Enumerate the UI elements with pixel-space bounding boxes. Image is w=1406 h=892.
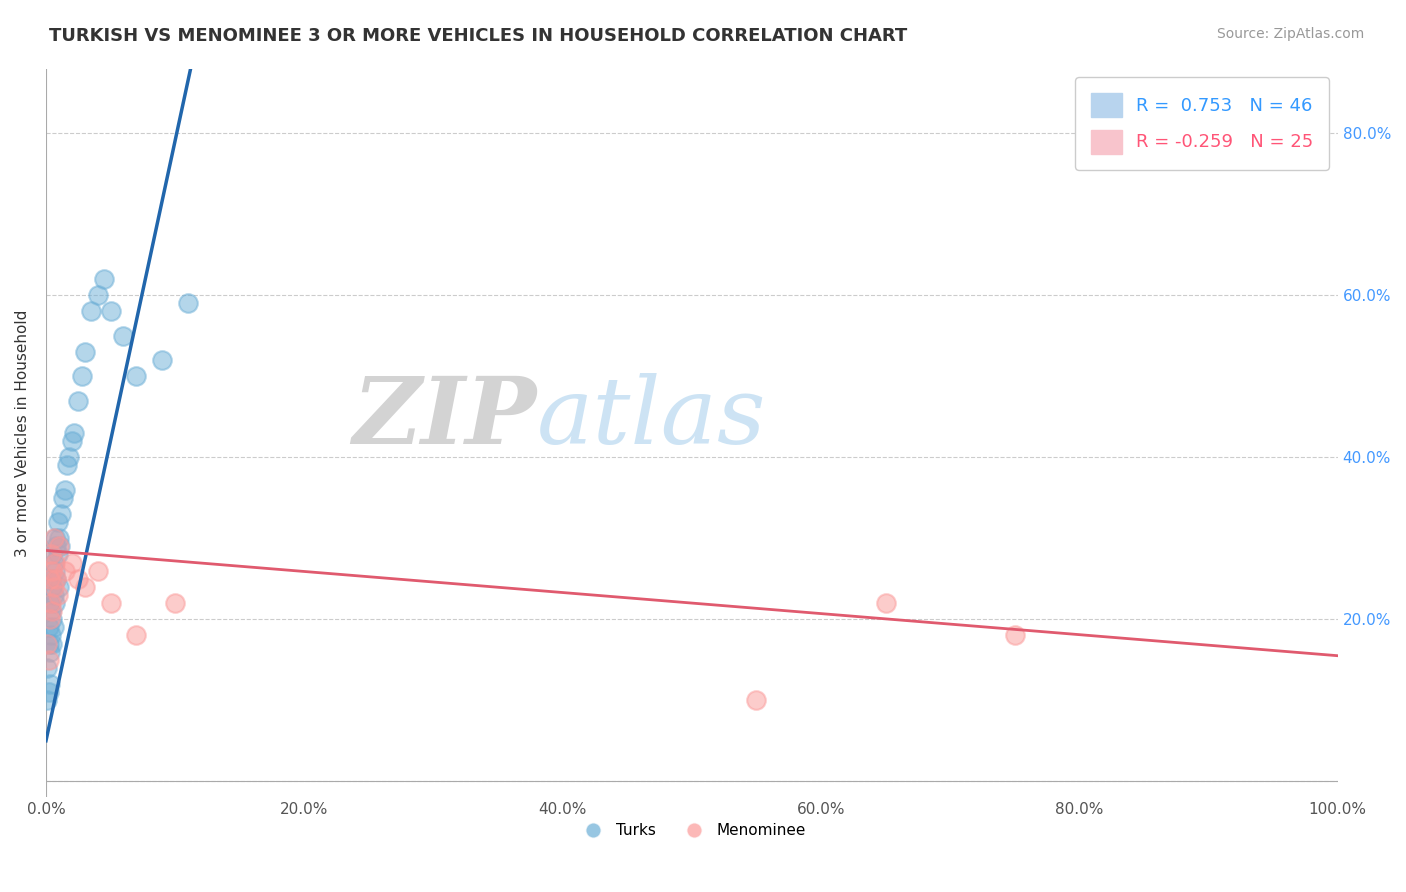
Turks xyxy=(150,353,173,368)
Menominee xyxy=(42,531,65,545)
Turks xyxy=(42,620,65,634)
Turks xyxy=(41,548,63,562)
Menominee xyxy=(41,564,63,578)
Turks xyxy=(42,588,65,602)
Turks xyxy=(80,304,103,318)
Menominee xyxy=(86,564,108,578)
Turks xyxy=(38,620,60,634)
Turks xyxy=(37,661,59,675)
Y-axis label: 3 or more Vehicles in Household: 3 or more Vehicles in Household xyxy=(15,310,30,557)
Turks xyxy=(39,604,62,618)
Turks xyxy=(73,345,96,359)
Menominee xyxy=(875,596,897,610)
Turks xyxy=(45,540,67,554)
Menominee xyxy=(39,548,62,562)
Turks xyxy=(86,288,108,302)
Turks xyxy=(48,580,70,594)
Text: Source: ZipAtlas.com: Source: ZipAtlas.com xyxy=(1216,27,1364,41)
Turks xyxy=(46,515,69,529)
Turks xyxy=(38,645,60,659)
Turks xyxy=(41,580,63,594)
Menominee xyxy=(100,596,122,610)
Menominee xyxy=(45,572,67,586)
Menominee xyxy=(48,540,70,554)
Menominee xyxy=(165,596,187,610)
Turks xyxy=(112,328,135,343)
Text: ZIP: ZIP xyxy=(353,374,537,464)
Text: TURKISH VS MENOMINEE 3 OR MORE VEHICLES IN HOUSEHOLD CORRELATION CHART: TURKISH VS MENOMINEE 3 OR MORE VEHICLES … xyxy=(49,27,907,45)
Turks xyxy=(52,491,75,505)
Turks xyxy=(39,628,62,642)
Turks xyxy=(51,507,73,521)
Turks xyxy=(100,304,122,318)
Menominee xyxy=(46,588,69,602)
Menominee xyxy=(73,580,96,594)
Turks xyxy=(55,458,77,473)
Turks xyxy=(41,636,63,650)
Menominee xyxy=(44,556,66,570)
Menominee xyxy=(38,572,60,586)
Turks xyxy=(45,572,67,586)
Legend: Turks, Menominee: Turks, Menominee xyxy=(571,817,813,845)
Menominee xyxy=(125,628,148,642)
Menominee xyxy=(53,564,76,578)
Turks xyxy=(41,612,63,626)
Turks xyxy=(63,425,86,440)
Menominee xyxy=(41,604,63,618)
Turks xyxy=(44,564,66,578)
Turks xyxy=(70,369,93,384)
Turks xyxy=(46,548,69,562)
Menominee xyxy=(60,556,83,570)
Menominee xyxy=(1004,628,1026,642)
Text: atlas: atlas xyxy=(537,374,766,464)
Menominee xyxy=(67,572,90,586)
Turks xyxy=(177,296,200,310)
Menominee xyxy=(745,693,768,707)
Turks xyxy=(44,531,66,545)
Menominee xyxy=(38,612,60,626)
Turks xyxy=(42,556,65,570)
Turks xyxy=(38,636,60,650)
Turks xyxy=(38,596,60,610)
Turks xyxy=(125,369,148,384)
Turks xyxy=(58,450,80,465)
Menominee xyxy=(38,653,60,667)
Turks xyxy=(93,272,115,286)
Menominee xyxy=(42,580,65,594)
Menominee xyxy=(37,636,59,650)
Menominee xyxy=(39,596,62,610)
Turks xyxy=(53,483,76,497)
Turks xyxy=(67,393,90,408)
Turks xyxy=(48,531,70,545)
Turks xyxy=(37,693,59,707)
Turks xyxy=(38,685,60,699)
Turks xyxy=(60,434,83,448)
Turks xyxy=(39,572,62,586)
Turks xyxy=(38,677,60,691)
Turks xyxy=(44,596,66,610)
Turks xyxy=(49,540,72,554)
